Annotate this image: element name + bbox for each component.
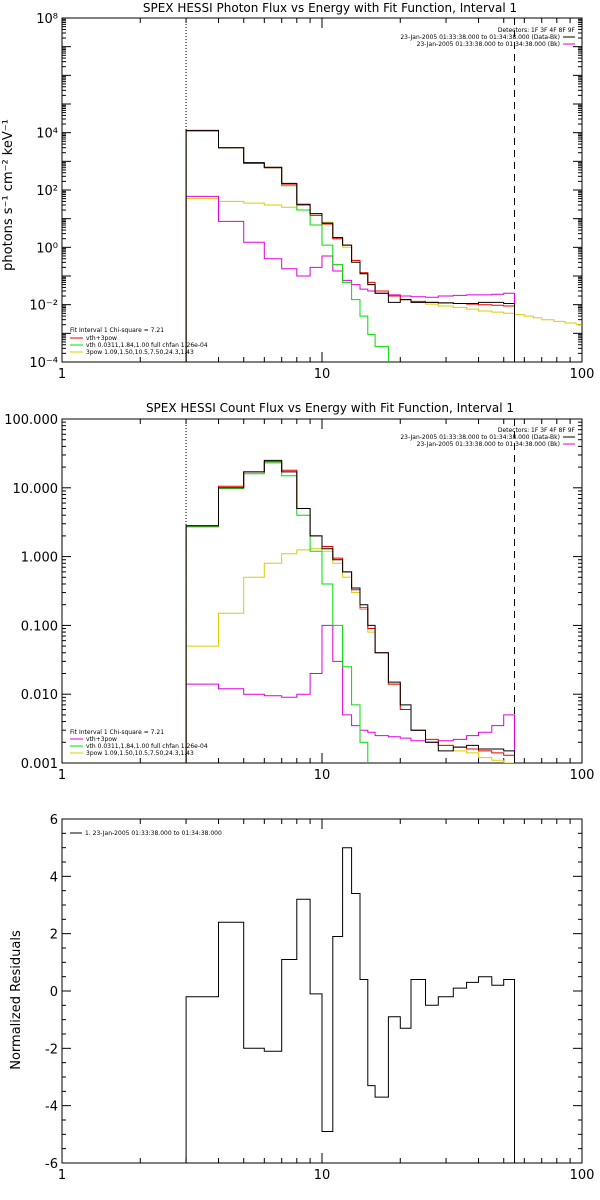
resid-series-group [185,847,515,1163]
photon-y-tick-label: 10² [36,184,58,199]
resid-x-tick-label: 1 [58,1168,66,1183]
residuals-y-axis-label: Normalized Residuals [9,930,24,1070]
photon-series-vth [185,130,389,362]
count-y-tick-label: 0.001 [21,757,58,772]
count-y-tick-label: 100.000 [4,413,58,428]
photon-fit-model: vth+3pow [86,335,117,342]
count-fit-model: vth+3pow [86,736,117,743]
residuals-plot-area: 1 10 100 -6 -4 -2 0 2 4 6 [45,813,594,1183]
photon-series-black [185,129,515,362]
photon-y-tick-label: 10⁰ [36,241,58,256]
count-chart-title: SPEX HESSI Count Flux vs Energy with Fit… [146,401,514,415]
count-x-tick-label: 10 [314,768,331,783]
photon-plot-frame [61,17,583,363]
resid-y-tick-label: -6 [45,1157,58,1172]
photon-fit-3pow: 3pow 1.09,1.50,10.5,7.50,24.3,1.43 [86,349,194,356]
photon-x-tick-label: 1 [58,367,66,382]
resid-series-black [185,847,515,1163]
photon-y-tick-label: 10⁻⁴ [29,356,58,371]
photon-fit-interval: Fit Interval 1 Chi-square = 7.21 [70,327,164,334]
count-series-magenta [185,624,515,763]
count-flux-panel: SPEX HESSI Count Flux vs Energy with Fit… [4,401,595,783]
photon-y-tick-label: 10⁴ [36,127,58,142]
resid-y-tick-label: -2 [45,1042,58,1057]
count-series-black [185,459,515,763]
photon-x-tick-label: 10 [314,367,331,382]
count-series-3pow [185,548,515,763]
photon-header-data-bk: 23-Jan-2005 01:33:38.000 to 01:34:38.000… [400,34,560,41]
photon-x-tick-label: 100 [570,367,595,382]
residuals-panel: Normalized Residuals 1 10 100 -6 -4 -2 0 2 4 6 1.… [9,813,594,1183]
resid-y-tick-label: 2 [50,928,58,943]
resid-y-tick-label: -4 [45,1100,58,1115]
photon-flux-panel: SPEX HESSI Photon Flux vs Energy with Fi… [1,1,595,382]
count-header-bk: 23-Jan-2005 01:33:38.000 to 01:34:38.000… [417,441,560,448]
photon-plot-area: 1 10 100 10⁻⁴ 10⁻² 10⁰ 10² 10⁴ 10⁸ [29,12,595,382]
photon-chart-title: SPEX HESSI Photon Flux vs Energy with Fi… [143,1,517,15]
photon-series-magenta [185,195,515,362]
photon-y-tick-label: 10⁸ [36,12,58,27]
count-fit-interval: Fit Interval 1 Chi-square = 7.21 [70,729,164,736]
count-fit-3pow: 3pow 1.09,1.50,10.5,7.50,24.3,1.43 [86,750,194,757]
count-y-tick-label: 0.010 [21,688,58,703]
resid-x-tick-label: 10 [314,1168,331,1183]
count-series-vth [185,462,369,763]
count-series-vth-3pow [185,461,515,763]
count-y-tick-label: 10.000 [13,482,59,497]
count-x-tick-label: 100 [570,768,595,783]
photon-series-group [185,129,582,362]
count-y-tick-label: 1.000 [21,551,58,566]
count-fit-vth: vth 0.0311,1.84,1.00 full chfan 1.26e-04 [86,743,208,750]
count-plot-area: 1 10 100 0.001 0.010 0.100 1.000 10.000 100.000 [4,413,595,783]
count-header-data-bk: 23-Jan-2005 01:33:38.000 to 01:34:38.000… [400,434,560,441]
resid-x-tick-label: 100 [570,1168,595,1183]
photon-series-vth-3pow [185,130,515,362]
photon-header-bk: 23-Jan-2005 01:33:38.000 to 01:34:38.000… [417,41,560,48]
residuals-legend-label: 1. 23-Jan-2005 01:33:38.000 to 01:34:38.… [85,830,222,837]
photon-series-3pow [185,198,582,362]
resid-y-tick-label: 6 [50,813,58,828]
photon-y-axis-label: photons s⁻¹ cm⁻² keV⁻¹ [1,119,16,271]
count-header-detectors: Detectors: 1F 3F 4F 8F 9F [498,427,576,434]
count-x-tick-label: 1 [58,768,66,783]
photon-header-detectors: Detectors: 1F 3F 4F 8F 9F [498,27,576,34]
count-y-tick-label: 0.100 [21,619,58,634]
photon-fit-vth: vth 0.0311,1.84,1.00 full chfan 1.26e-04 [86,342,208,349]
photon-y-tick-label: 10⁻² [29,299,58,314]
resid-y-tick-label: 0 [50,985,58,1000]
count-plot-frame [61,418,583,764]
resid-y-tick-label: 4 [50,870,58,885]
count-series-group [185,459,515,763]
